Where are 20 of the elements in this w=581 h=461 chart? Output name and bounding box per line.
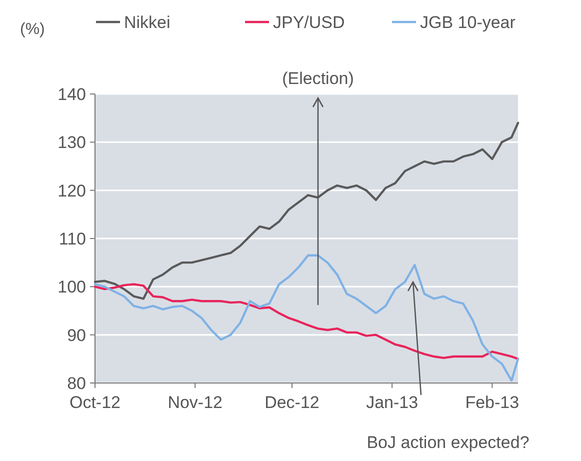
y-tick-label: 90 (67, 326, 86, 345)
x-tick-label: Oct-12 (69, 393, 121, 412)
x-tick-label: Jan-13 (366, 393, 418, 412)
y-tick-label: 80 (67, 374, 86, 393)
legend-label: Nikkei (124, 13, 170, 32)
x-tick-label: Nov-12 (168, 393, 223, 412)
legend-label: JPY/USD (273, 13, 345, 32)
line-series (94, 283, 520, 360)
y-tick-label: 100 (58, 278, 86, 297)
legend-label: JGB 10-year (420, 13, 516, 32)
y-tick-label: 110 (58, 229, 86, 248)
y-tick-label: 140 (58, 84, 86, 104)
x-tick-label: Dec-12 (264, 393, 320, 412)
x-tick-label: Feb-13 (465, 393, 520, 412)
text: BoJ action expected? (366, 433, 530, 452)
line-series (94, 122, 520, 300)
text: (Election) (282, 69, 354, 88)
y-tick-label: 130 (58, 133, 86, 152)
y-tick-label: 120 (58, 181, 86, 200)
y-axis-title: (%) (20, 21, 45, 38)
